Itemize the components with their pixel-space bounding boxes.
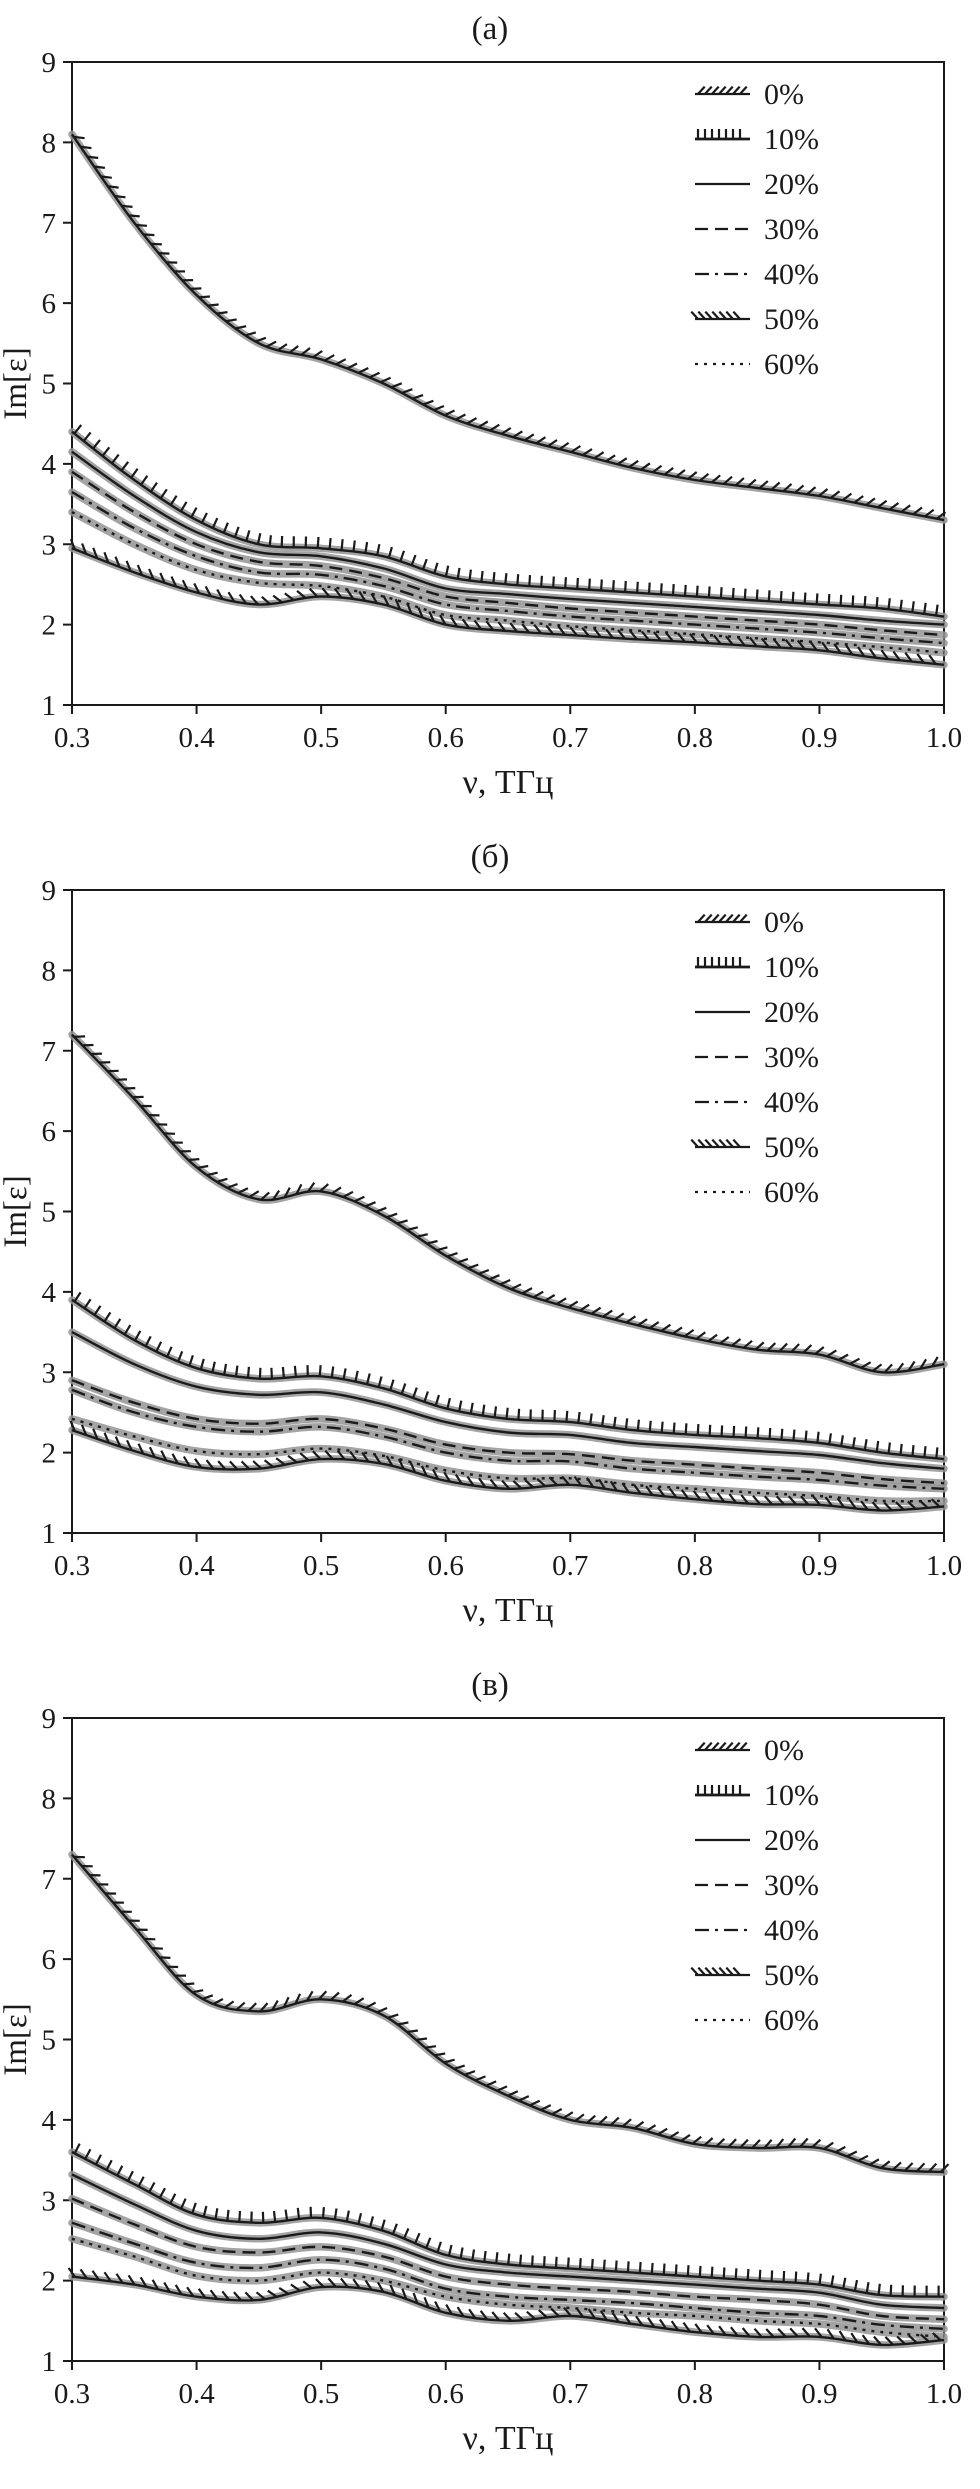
svg-text:6: 6 (42, 1944, 57, 1976)
svg-text:ν, ТГц: ν, ТГц (463, 2420, 554, 2457)
svg-text:4: 4 (42, 2105, 57, 2137)
svg-text:0%: 0% (764, 906, 804, 939)
svg-text:0.6: 0.6 (428, 1550, 464, 1582)
svg-text:1: 1 (42, 690, 57, 722)
svg-text:7: 7 (42, 1864, 57, 1896)
svg-text:1: 1 (42, 1518, 57, 1550)
svg-text:8: 8 (42, 955, 57, 987)
svg-text:Im[ε]: Im[ε] (0, 2003, 34, 2076)
svg-text:1.0: 1.0 (926, 2378, 962, 2410)
svg-text:0.5: 0.5 (303, 1550, 339, 1582)
svg-text:10%: 10% (764, 951, 819, 984)
svg-text:3: 3 (42, 529, 57, 561)
svg-text:20%: 20% (764, 996, 819, 1029)
svg-text:0.4: 0.4 (178, 2378, 215, 2410)
svg-text:5: 5 (42, 1197, 57, 1229)
svg-text:1.0: 1.0 (926, 1550, 962, 1582)
svg-text:ν, ТГц: ν, ТГц (463, 764, 554, 801)
svg-text:0.8: 0.8 (677, 2378, 713, 2410)
svg-text:0.9: 0.9 (801, 2378, 837, 2410)
svg-text:10%: 10% (764, 1779, 819, 1812)
svg-text:0.9: 0.9 (801, 1550, 837, 1582)
svg-text:0.3: 0.3 (54, 2378, 90, 2410)
svg-text:5: 5 (42, 369, 57, 401)
svg-text:2: 2 (42, 610, 57, 642)
svg-text:50%: 50% (764, 1131, 819, 1164)
svg-text:40%: 40% (764, 258, 819, 291)
svg-text:0.6: 0.6 (428, 2378, 464, 2410)
panel-a-title: (а) (471, 11, 509, 47)
svg-text:Im[ε]: Im[ε] (0, 347, 34, 420)
svg-text:1: 1 (42, 2346, 57, 2378)
svg-text:9: 9 (42, 1706, 57, 1735)
panel-a: (а) 0.3 0.4 0.5 0.6 0.7 0.8 0.9 1.0 1 2 3 4 5 6 7 8 9 ν, … (0, 4, 980, 825)
svg-text:0.6: 0.6 (428, 722, 464, 754)
svg-text:0.7: 0.7 (552, 722, 588, 754)
svg-text:7: 7 (42, 1036, 57, 1068)
svg-text:0.8: 0.8 (677, 1550, 713, 1582)
panel-v-title: (в) (471, 1667, 509, 1703)
svg-text:3: 3 (42, 2185, 57, 2217)
svg-text:0.8: 0.8 (677, 722, 713, 754)
svg-text:Im[ε]: Im[ε] (0, 1175, 34, 1248)
svg-text:20%: 20% (764, 1824, 819, 1857)
panel-a-plot: 0.3 0.4 0.5 0.6 0.7 0.8 0.9 1.0 1 2 3 4 5 6 7 8 9 ν, ТГц I… (0, 50, 980, 825)
svg-text:10%: 10% (764, 123, 819, 156)
svg-text:1.0: 1.0 (926, 722, 962, 754)
svg-text:20%: 20% (764, 168, 819, 201)
panel-b-title: (б) (470, 839, 510, 875)
svg-text:0.3: 0.3 (54, 722, 90, 754)
svg-text:4: 4 (42, 449, 57, 481)
svg-text:30%: 30% (764, 1041, 819, 1074)
svg-text:0.5: 0.5 (303, 2378, 339, 2410)
panel-v: (в) 0.3 0.4 0.5 0.6 0.7 0.8 0.9 1.0 1 2 3 4 5 6 7 8 9 ν, … (0, 1660, 980, 2481)
svg-text:9: 9 (42, 50, 57, 79)
svg-text:5: 5 (42, 2025, 57, 2057)
svg-text:9: 9 (42, 878, 57, 907)
svg-text:30%: 30% (764, 1869, 819, 1902)
svg-text:6: 6 (42, 288, 57, 320)
svg-text:3: 3 (42, 1357, 57, 1389)
svg-text:8: 8 (42, 1783, 57, 1815)
svg-text:0.3: 0.3 (54, 1550, 90, 1582)
svg-text:60%: 60% (764, 1176, 819, 1209)
panel-v-plot: 0.3 0.4 0.5 0.6 0.7 0.8 0.9 1.0 1 2 3 4 5 6 7 8 9 ν, ТГц I… (0, 1706, 980, 2481)
svg-text:60%: 60% (764, 348, 819, 381)
svg-text:0.9: 0.9 (801, 722, 837, 754)
svg-text:0.4: 0.4 (178, 722, 215, 754)
svg-text:0.7: 0.7 (552, 1550, 588, 1582)
svg-text:0%: 0% (764, 78, 804, 111)
svg-text:50%: 50% (764, 1959, 819, 1992)
svg-text:40%: 40% (764, 1914, 819, 1947)
svg-text:6: 6 (42, 1116, 57, 1148)
svg-text:2: 2 (42, 1438, 57, 1470)
svg-text:40%: 40% (764, 1086, 819, 1119)
svg-text:2: 2 (42, 2266, 57, 2298)
svg-text:0.7: 0.7 (552, 2378, 588, 2410)
svg-text:8: 8 (42, 127, 57, 159)
svg-text:50%: 50% (764, 303, 819, 336)
svg-text:4: 4 (42, 1277, 57, 1309)
figure-panels: (а) 0.3 0.4 0.5 0.6 0.7 0.8 0.9 1.0 1 2 3 4 5 6 7 8 9 ν, … (0, 4, 980, 2481)
panel-b-plot: 0.3 0.4 0.5 0.6 0.7 0.8 0.9 1.0 1 2 3 4 5 6 7 8 9 ν, ТГц I… (0, 878, 980, 1653)
svg-text:0%: 0% (764, 1734, 804, 1767)
svg-text:30%: 30% (764, 213, 819, 246)
panel-b: (б) 0.3 0.4 0.5 0.6 0.7 0.8 0.9 1.0 1 2 3 4 5 6 7 8 9 ν, … (0, 832, 980, 1653)
svg-text:60%: 60% (764, 2004, 819, 2037)
svg-text:0.5: 0.5 (303, 722, 339, 754)
svg-text:ν, ТГц: ν, ТГц (463, 1592, 554, 1629)
svg-text:0.4: 0.4 (178, 1550, 215, 1582)
svg-text:7: 7 (42, 208, 57, 240)
